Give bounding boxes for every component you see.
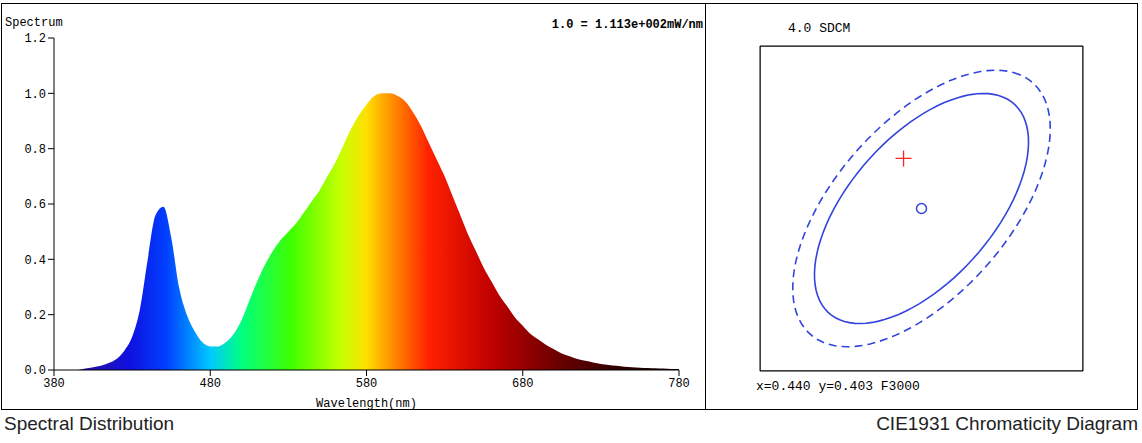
html-text:CIE1931 Chromaticity Diagram: CIE1931 Chromaticity Diagram [876, 413, 1138, 434]
svg-text:0.2: 0.2 [24, 309, 46, 323]
html-text:x=0.440 y=0.403 F3000: x=0.440 y=0.403 F3000 [756, 379, 920, 394]
html-text:Spectrum: Spectrum [5, 16, 63, 30]
svg-text:0.0: 0.0 [24, 364, 46, 378]
svg-text:1.0: 1.0 [24, 88, 46, 102]
svg-text:580: 580 [356, 377, 378, 391]
svg-text:480: 480 [199, 377, 221, 391]
svg-text:680: 680 [512, 377, 534, 391]
html-text:Spectral Distribution: Spectral Distribution [4, 413, 174, 434]
svg-text:1.2: 1.2 [24, 32, 46, 46]
svg-text:Wavelength(nm): Wavelength(nm) [316, 397, 417, 409]
svg-text:380: 380 [43, 377, 65, 391]
html-text:1.0 = 1.113e+002mW/nm: 1.0 = 1.113e+002mW/nm [551, 18, 703, 32]
svg-text:0.4: 0.4 [24, 254, 46, 268]
svg-text:0.8: 0.8 [24, 143, 46, 157]
svg-text:780: 780 [668, 377, 690, 391]
svg-text:0.6: 0.6 [24, 198, 46, 212]
html-text:4.0 SDCM: 4.0 SDCM [788, 21, 851, 36]
